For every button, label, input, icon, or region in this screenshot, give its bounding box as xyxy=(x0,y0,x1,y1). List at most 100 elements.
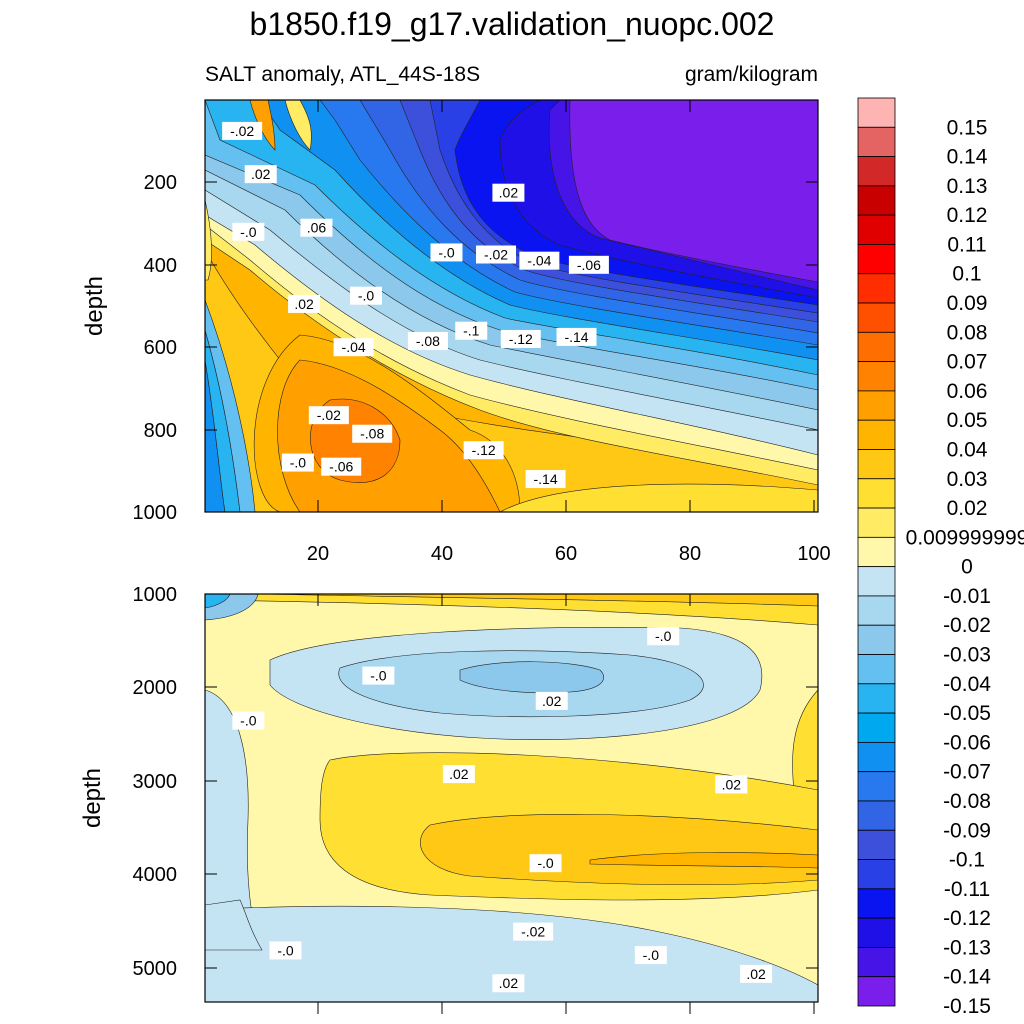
contour-label-background xyxy=(269,941,302,960)
colorbar-label: -0.05 xyxy=(943,702,991,725)
colorbar-label: 0.08 xyxy=(947,321,988,344)
contour-label-text: -.04 xyxy=(527,253,551,269)
contour-label-text: -.02 xyxy=(317,407,341,423)
panel-left-title: SALT anomaly, ATL_44S-18S xyxy=(205,63,480,86)
colorbar-label: -0.15 xyxy=(943,995,991,1018)
contour-label: -.12 xyxy=(500,329,541,348)
contour-label-text: .02 xyxy=(746,966,766,982)
contour-label-background xyxy=(300,218,333,237)
colorbar-swatch xyxy=(857,156,896,187)
contour-label: -.0 xyxy=(349,286,382,305)
contour-label-background xyxy=(288,294,321,313)
contour-label-background xyxy=(232,711,265,730)
contour-label: -.04 xyxy=(519,251,560,270)
contour-label-text: .02 xyxy=(542,693,562,709)
x-tick-label: 40 xyxy=(431,543,453,565)
contour-label-background xyxy=(308,406,349,425)
colorbar-label: 0.07 xyxy=(947,351,988,374)
lower-y-tick-label: 4000 xyxy=(133,864,178,886)
colorbar-swatch xyxy=(857,449,896,480)
lower-contour-field xyxy=(205,594,818,1002)
colorbar-swatch xyxy=(857,624,896,655)
colorbar-labels: 0.15 0.14 0.13 0.12 0.11 0.1 0.09 0.08 0.07 0.06 0… xyxy=(906,116,1024,1018)
contour-label-background xyxy=(222,121,263,140)
contour-label: -.08 xyxy=(407,332,448,351)
colorbar-label: -0.09 xyxy=(943,819,991,842)
contour-label-background xyxy=(321,457,362,476)
contour-label: -.08 xyxy=(352,424,393,443)
colorbar-swatch xyxy=(857,507,896,538)
upper-x-tick-labels: 20 40 60 80 100 xyxy=(307,543,831,565)
colorbar-label: -0.07 xyxy=(943,761,991,784)
contour-label: -.02 xyxy=(476,245,517,264)
contour-label-text: -.02 xyxy=(521,924,545,940)
upper-plot-frame xyxy=(204,99,819,513)
colorbar-label: 0.04 xyxy=(947,438,988,461)
contour-label-text: -.0 xyxy=(240,713,257,729)
contour-label-text: -.0 xyxy=(358,288,375,304)
colorbar-swatch xyxy=(857,478,896,509)
contour-label-text: -.06 xyxy=(329,459,353,475)
colorbar-swatch xyxy=(857,800,896,831)
contour-label: .02 xyxy=(715,775,748,794)
contour-label-background xyxy=(362,666,395,685)
colorbar-label: 0.09 xyxy=(947,292,988,315)
colorbar-swatch xyxy=(857,771,896,802)
colorbar-label: -0.03 xyxy=(943,644,991,667)
contour-label: -.02 xyxy=(222,121,263,140)
colorbar-label: 0.009999999 xyxy=(906,526,1024,549)
contour-label-background xyxy=(500,329,541,348)
contour-label-background xyxy=(740,964,773,983)
contour-label-text: -.14 xyxy=(533,471,557,487)
colorbar-swatch xyxy=(857,595,896,626)
contour-label-text: -.04 xyxy=(342,339,366,355)
colorbar-label: 0.14 xyxy=(947,146,988,169)
contour-label: .02 xyxy=(492,183,525,202)
contour-label-background xyxy=(492,974,525,993)
contour-label-background xyxy=(525,470,566,489)
contour-label: .02 xyxy=(535,691,568,710)
contour-label-background xyxy=(352,424,393,443)
colorbar-label: -0.08 xyxy=(943,790,991,813)
contour-label: -.0 xyxy=(362,666,395,685)
contour-label-text: -.02 xyxy=(230,123,254,139)
colorbar-label: 0.11 xyxy=(947,233,986,256)
colorbar-swatch xyxy=(857,244,896,275)
contour-label-text: -.0 xyxy=(537,855,554,871)
contour-label: -.0 xyxy=(281,453,314,472)
colorbar-swatch xyxy=(857,390,896,421)
contour-label: -.06 xyxy=(568,255,609,274)
contour-label-text: -.08 xyxy=(416,333,440,349)
colorbar-swatch xyxy=(857,361,896,392)
contour-label-background xyxy=(463,441,504,460)
colorbar-swatch xyxy=(857,302,896,333)
lower-ticks xyxy=(205,594,818,1014)
upper-panel: 200 400 600 800 1000 20 40 60 80 100 dep… xyxy=(81,99,831,565)
contour-label: .02 xyxy=(288,294,321,313)
contour-label-background xyxy=(492,183,525,202)
contour-label-text: -.0 xyxy=(370,668,387,684)
contour-label-text: .02 xyxy=(294,296,314,312)
contour-label: -.14 xyxy=(556,327,597,346)
contour-label-background xyxy=(568,255,609,274)
contour-label-background xyxy=(647,627,680,646)
contour-label-text: -.1 xyxy=(463,323,480,339)
colorbar-swatch xyxy=(857,185,896,216)
colorbar-label: 0.1 xyxy=(952,263,981,286)
colorbar-label: 0 xyxy=(961,556,973,579)
colorbar-swatch xyxy=(857,273,896,304)
contour-label: -.0 xyxy=(430,243,463,262)
upper-ticks xyxy=(205,100,818,512)
colorbar-label: -0.1 xyxy=(949,849,985,872)
lower-y-tick-label: 5000 xyxy=(133,958,178,980)
contour-label-background xyxy=(513,922,554,941)
contour-label-background xyxy=(535,691,568,710)
upper-contour-labels: -.0 -.06 -.14 -.12 -.08 -.02 -.04 -.08 -.1 -.12 -.… xyxy=(222,121,609,489)
contour-label: -.02 xyxy=(513,922,554,941)
contour-label-background xyxy=(634,946,667,965)
colorbar-label: -0.12 xyxy=(943,907,991,930)
colorbar-swatch xyxy=(857,566,896,597)
contour-label-text: -.06 xyxy=(577,257,601,273)
contour-label-background xyxy=(407,332,448,351)
